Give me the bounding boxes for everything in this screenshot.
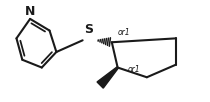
Text: or1: or1	[127, 65, 140, 74]
Text: N: N	[25, 5, 35, 18]
Polygon shape	[97, 67, 118, 88]
Text: S: S	[84, 23, 93, 36]
Text: or1: or1	[118, 28, 130, 37]
